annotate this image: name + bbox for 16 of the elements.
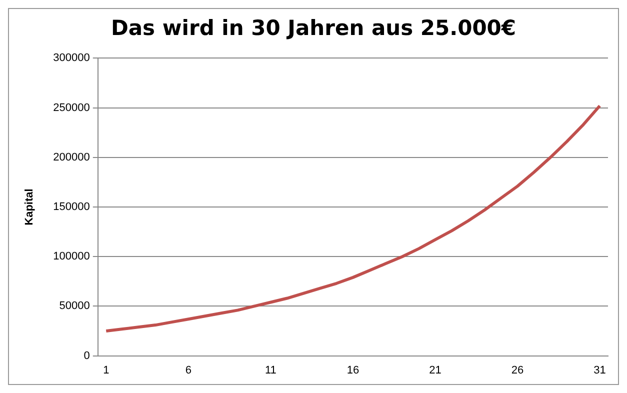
y-tick-label: 100000 bbox=[53, 250, 90, 263]
x-tick-label: 6 bbox=[185, 364, 192, 376]
y-tick-label: 0 bbox=[84, 350, 90, 362]
y-tick-label: 300000 bbox=[53, 52, 90, 64]
y-tick-label: 150000 bbox=[53, 201, 90, 214]
chart-title: Das wird in 30 Jahren aus 25.000€ bbox=[110, 16, 516, 40]
x-tick-label: 31 bbox=[594, 364, 606, 376]
y-tick-label: 50000 bbox=[59, 300, 90, 312]
x-tick-label: 16 bbox=[346, 364, 360, 376]
x-tick-label: 21 bbox=[429, 364, 442, 376]
x-tick-label: 26 bbox=[511, 364, 524, 376]
x-tick-label: 1 bbox=[103, 364, 110, 376]
y-tick-label: 200000 bbox=[53, 151, 90, 164]
y-tick-label: 250000 bbox=[53, 102, 90, 114]
x-tick-label: 11 bbox=[264, 364, 276, 376]
y-axis-title: Kapital bbox=[24, 188, 36, 226]
